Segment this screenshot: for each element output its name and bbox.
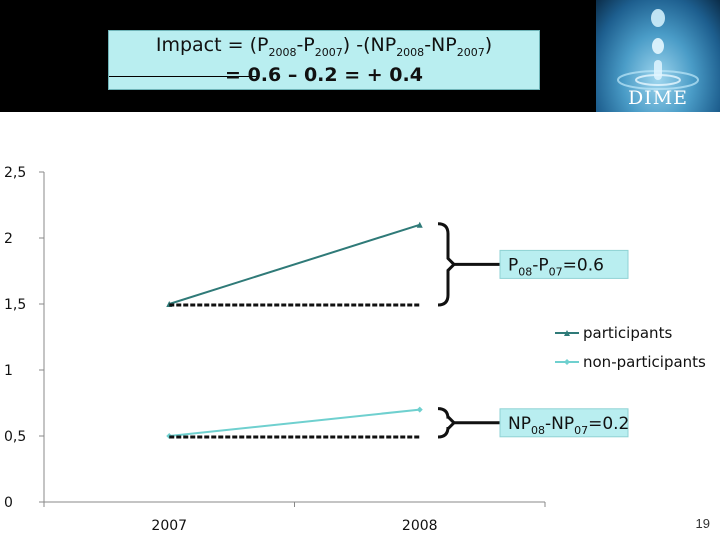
formula-subscript: 2007 — [457, 46, 485, 59]
callout-text: -NP — [545, 414, 574, 434]
formula-text: ) -(NP — [343, 34, 396, 56]
callout-subscript: 07 — [574, 424, 588, 437]
y-tick-label: 2,5 — [4, 165, 26, 181]
formula-text: ) — [485, 34, 492, 56]
callout-text: -P — [532, 255, 548, 275]
callout-subscript: 08 — [531, 424, 545, 437]
formula-text: -NP — [424, 34, 457, 56]
difference-bracket — [438, 409, 454, 437]
formula-text: -P — [296, 34, 314, 56]
callout-text: =0.2 — [588, 414, 629, 434]
y-tick-label: 1,5 — [4, 297, 26, 313]
callout-text: =0.6 — [563, 255, 604, 275]
formula-line-1: Impact = (P2008-P2007) -(NP2008-NP2007) — [109, 34, 539, 59]
formula-subscript: 2007 — [315, 46, 343, 59]
legend-label: non-participants — [583, 353, 706, 371]
callout-text: NP — [508, 414, 531, 434]
difference-bracket — [438, 224, 454, 305]
data-point — [417, 407, 423, 413]
dime-logo: DIME — [596, 0, 720, 112]
formula-line-2: = 0.6 – 0.2 = + 0.4 — [109, 64, 539, 86]
y-tick-label: 0 — [4, 495, 13, 511]
formula-text: Impact = (P — [156, 34, 269, 56]
formula-box: Impact = (P2008-P2007) -(NP2008-NP2007) … — [108, 30, 540, 90]
callout-text: P — [508, 255, 518, 275]
formula-subscript: 2008 — [268, 46, 296, 59]
series-line-1 — [169, 225, 420, 304]
x-tick-label: 2008 — [402, 518, 438, 534]
callout-subscript: 08 — [518, 265, 532, 278]
y-tick-label: 2 — [4, 231, 13, 247]
x-tick-label: 2007 — [151, 518, 187, 534]
callout-label: NP08-NP07=0.2 — [508, 414, 629, 437]
legend-marker — [564, 359, 570, 365]
formula-subscript: 2008 — [396, 46, 424, 59]
series-line-2 — [169, 410, 420, 436]
y-tick-label: 0,5 — [4, 429, 26, 445]
logo-text: DIME — [596, 87, 720, 109]
y-tick-label: 1 — [4, 363, 13, 379]
callout-subscript: 07 — [549, 265, 563, 278]
legend-label: participants — [583, 324, 672, 342]
page-number: 19 — [670, 516, 710, 531]
